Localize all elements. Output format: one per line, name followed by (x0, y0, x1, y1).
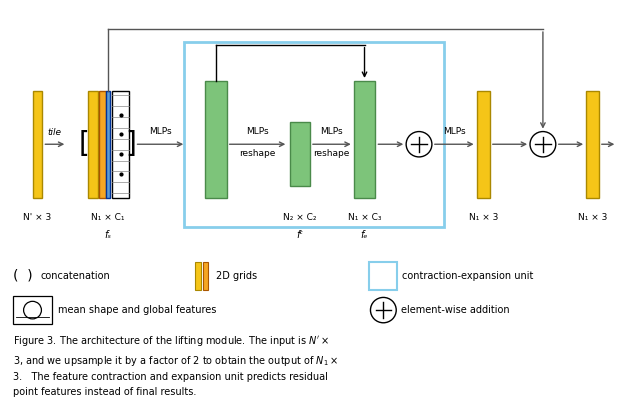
Text: mean shape and global features: mean shape and global features (58, 305, 216, 315)
Text: tile: tile (48, 128, 62, 137)
Text: reshape: reshape (239, 149, 276, 158)
Bar (477, 90, 490, 198)
Bar (195, 262, 202, 290)
Text: N₂ × C₂: N₂ × C₂ (284, 212, 317, 222)
Bar (113, 90, 129, 198)
Bar (32, 90, 42, 198)
Text: MLPs: MLPs (443, 127, 465, 137)
Text: fᶜ: fᶜ (297, 230, 304, 240)
Text: N₁ × C₃: N₁ × C₃ (348, 212, 381, 222)
Bar (205, 81, 227, 198)
Bar (586, 90, 599, 198)
Text: (  ): ( ) (12, 269, 32, 283)
Text: N₁ × C₁: N₁ × C₁ (91, 212, 124, 222)
Bar (12, 296, 52, 324)
Text: ]: ] (125, 130, 136, 158)
Text: N₁ × 3: N₁ × 3 (469, 212, 498, 222)
Text: fₛ: fₛ (104, 230, 111, 240)
Bar (100, 90, 106, 198)
Text: N₁ × 3: N₁ × 3 (578, 212, 607, 222)
Text: contraction-expansion unit: contraction-expansion unit (402, 271, 534, 281)
Text: concatenation: concatenation (40, 271, 110, 281)
Text: fₑ: fₑ (361, 230, 368, 240)
Text: Figure 3. The architecture of the lifting module. The input is $N' \times$
3, an: Figure 3. The architecture of the liftin… (12, 334, 338, 397)
Text: [: [ (78, 130, 90, 158)
Bar (354, 81, 376, 198)
Text: reshape: reshape (313, 149, 350, 158)
Text: element-wise addition: element-wise addition (401, 305, 510, 315)
Bar (369, 262, 397, 290)
Bar (184, 42, 444, 227)
Bar (203, 262, 208, 290)
Bar (88, 90, 98, 198)
Text: 2D grids: 2D grids (216, 271, 257, 281)
Bar (290, 122, 310, 186)
Text: MLPs: MLPs (149, 127, 172, 137)
Text: MLPs: MLPs (320, 127, 343, 137)
Bar (106, 90, 110, 198)
Text: MLPs: MLPs (246, 127, 269, 137)
Text: N' × 3: N' × 3 (24, 212, 52, 222)
